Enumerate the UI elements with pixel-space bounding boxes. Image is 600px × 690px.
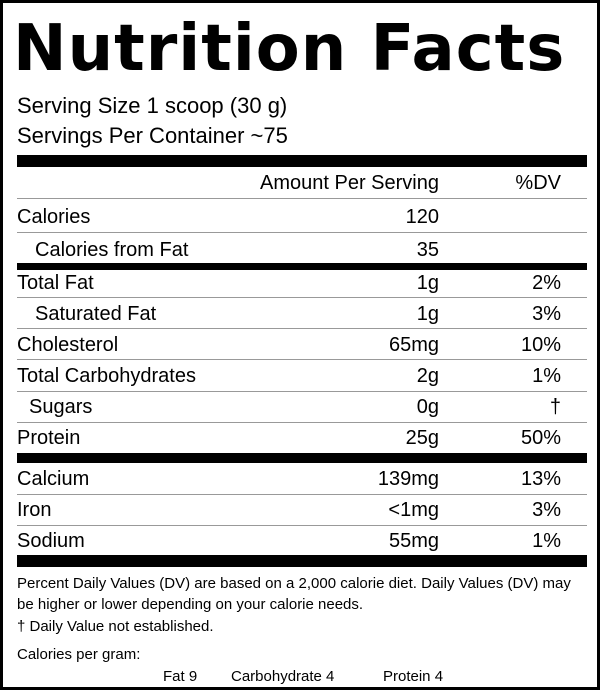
divider: [17, 232, 587, 233]
divider: [17, 198, 587, 199]
mineral-name: Calcium: [17, 468, 90, 490]
serving-size: Serving Size 1 scoop (30 g): [17, 93, 288, 118]
nutrient-amount: 0g: [416, 396, 439, 418]
servings-per-container: Servings Per Container ~75: [17, 123, 288, 148]
nutrient-dv: 2%: [532, 272, 561, 294]
nutrient-dv: †: [549, 396, 561, 418]
mineral-dv: 1%: [532, 530, 561, 552]
nutrient-name: Sugars: [29, 396, 93, 418]
nutrient-name: Total Carbohydrates: [17, 365, 196, 387]
nutrient-dv: 50%: [520, 427, 561, 449]
divider: [17, 391, 587, 392]
mineral-amount: 55mg: [388, 530, 439, 552]
mineral-amount: <1mg: [388, 499, 439, 521]
divider: [17, 359, 587, 360]
mineral-name: Iron: [17, 499, 52, 521]
daily-value-footnote: Percent Daily Values (DV) are based on a…: [17, 575, 571, 613]
thick-divider: [17, 453, 587, 463]
nutrient-amount: 1g: [416, 272, 439, 294]
divider: [17, 494, 587, 495]
nutrient-name: Protein: [17, 427, 81, 449]
mineral-dv: 13%: [520, 468, 561, 490]
protein-calories-per-gram: Protein 4: [383, 668, 444, 685]
nutrient-amount: 2g: [416, 365, 439, 387]
dv-header: %DV: [515, 172, 561, 194]
mineral-dv: 3%: [532, 499, 561, 521]
calories-from-fat-label: Calories from Fat: [35, 239, 189, 261]
calories-label: Calories: [17, 206, 91, 228]
calories-per-gram-label: Calories per gram:: [17, 646, 141, 663]
calories-amount: 120: [405, 206, 439, 228]
dagger-footnote: † Daily Value not established.: [17, 618, 214, 635]
divider: [17, 328, 587, 329]
label-title: Nutrition Facts: [13, 12, 566, 86]
thick-divider: [17, 555, 587, 567]
divider: [17, 422, 587, 423]
carbohydrate-calories-per-gram: Carbohydrate 4: [231, 668, 335, 685]
nutrient-amount: 1g: [416, 303, 439, 325]
divider: [17, 297, 587, 298]
nutrient-dv: 10%: [520, 334, 561, 356]
nutrient-amount: 65mg: [388, 334, 439, 356]
nutrient-dv: 3%: [532, 303, 561, 325]
amount-header: Amount Per Serving: [260, 172, 439, 194]
medium-divider: [17, 263, 587, 270]
mineral-amount: 139mg: [377, 468, 439, 490]
fat-calories-per-gram: Fat 9: [163, 668, 198, 685]
nutrient-name: Total Fat: [17, 272, 94, 294]
nutrient-name: Cholesterol: [17, 334, 119, 356]
thick-divider: [17, 155, 587, 167]
mineral-name: Sodium: [17, 530, 85, 552]
calories-from-fat-amount: 35: [416, 239, 439, 261]
nutrient-amount: 25g: [405, 427, 439, 449]
nutrient-dv: 1%: [532, 365, 561, 387]
divider: [17, 525, 587, 526]
nutrient-name: Saturated Fat: [35, 303, 157, 325]
